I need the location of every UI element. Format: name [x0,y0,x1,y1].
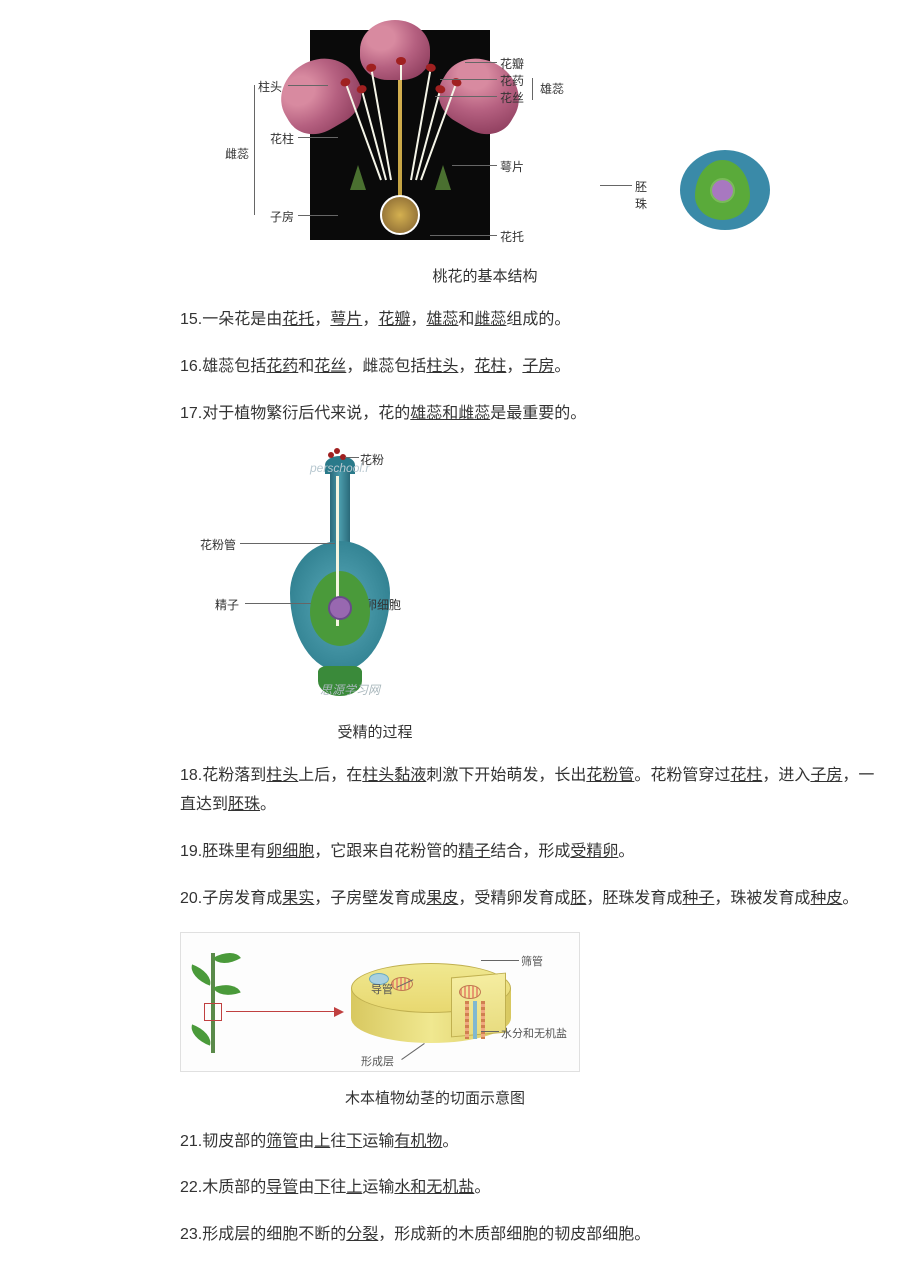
label-ovary: 子房 [270,208,294,225]
item-21: 21.韧皮部的筛管由上往下运输有机物。 [180,1128,890,1157]
diagram3-caption: 木本植物幼茎的切面示意图 [0,1087,890,1108]
sepal [350,165,366,190]
ovary [380,195,420,235]
flower-structure-diagram: 柱头 花柱 雌蕊 子房 花瓣 花药 花丝 雄蕊 萼片 花托 胚珠 [240,30,640,250]
item-17: 17.对于植物繁衍后代来说，花的雄蕊和雌蕊是最重要的。 [180,400,890,429]
label-stamen: 雄蕊 [540,80,564,97]
stem-cylinder [351,963,511,1053]
label-filament: 花丝 [500,89,524,106]
label-sepal: 萼片 [500,158,524,175]
leaf [213,946,241,970]
xylem-stripes [481,1001,485,1039]
arrow-line [226,1011,336,1013]
label-style: 花柱 [270,130,294,147]
sepal [435,165,451,190]
item-22: 22.木质部的导管由下往上运输水和无机盐。 [180,1174,890,1203]
item-18: 18.花粉落到柱头上后，在柱头黏液刺激下开始萌发，长出花粉管。花粉管穿过花柱，进… [180,762,890,820]
label-water-minerals: 水分和无机盐 [501,1025,567,1041]
label-egg-cell: 卵细胞 [365,596,401,613]
vessel-ring [459,985,481,999]
flower-photo-box [310,30,490,240]
ovule-cross-section [680,150,770,230]
label-vessel: 导管 [371,981,393,997]
watermark: 思源学习网 [320,681,380,698]
pistil-body [280,456,400,701]
label-pollen-tube: 花粉管 [200,536,236,553]
diagram2-caption: 受精的过程 [0,721,890,742]
watermark: perschool.r [310,461,369,475]
label-sperm: 精子 [215,596,239,613]
label-pistil: 雌蕊 [225,145,249,162]
leaf [213,979,240,1000]
label-sieve-tube: 筛管 [521,953,543,969]
label-petal: 花瓣 [500,55,524,72]
label-receptacle: 花托 [500,228,524,245]
item-19: 19.胚珠里有卵细胞，它跟来自花粉管的精子结合，形成受精卵。 [180,838,890,867]
phloem-stripe [473,1001,477,1039]
stem-highlight-box [204,1003,222,1021]
item-16: 16.雄蕊包括花药和花丝，雌蕊包括柱头，花柱，子房。 [180,353,890,382]
item-20: 20.子房发育成果实，子房壁发育成果皮，受精卵发育成胚，胚珠发育成种子，珠被发育… [180,885,890,914]
item-15: 15.一朵花是由花托，萼片，花瓣，雄蕊和雌蕊组成的。 [180,306,890,335]
item-23: 23.形成层的细胞不断的分裂，形成新的木质部细胞的韧皮部细胞。 [180,1221,890,1250]
diagram1-caption: 桃花的基本结构 [80,265,890,286]
label-stigma: 柱头 [258,78,282,95]
fertilization-diagram: 花粉 perschool.r 花粉管 精子 卵细胞 思源学习网 [200,446,480,706]
label-cambium: 形成层 [361,1053,394,1069]
style-tube [330,471,350,551]
pollen-grain [334,448,340,454]
label-anther: 花药 [500,72,524,89]
stem-cross-section-diagram: 筛管 导管 形成层 水分和无机盐 [180,932,580,1072]
xylem-stripes [465,1001,469,1039]
arrow-head [334,1007,344,1017]
label-ovule: 胚珠 [635,178,647,212]
